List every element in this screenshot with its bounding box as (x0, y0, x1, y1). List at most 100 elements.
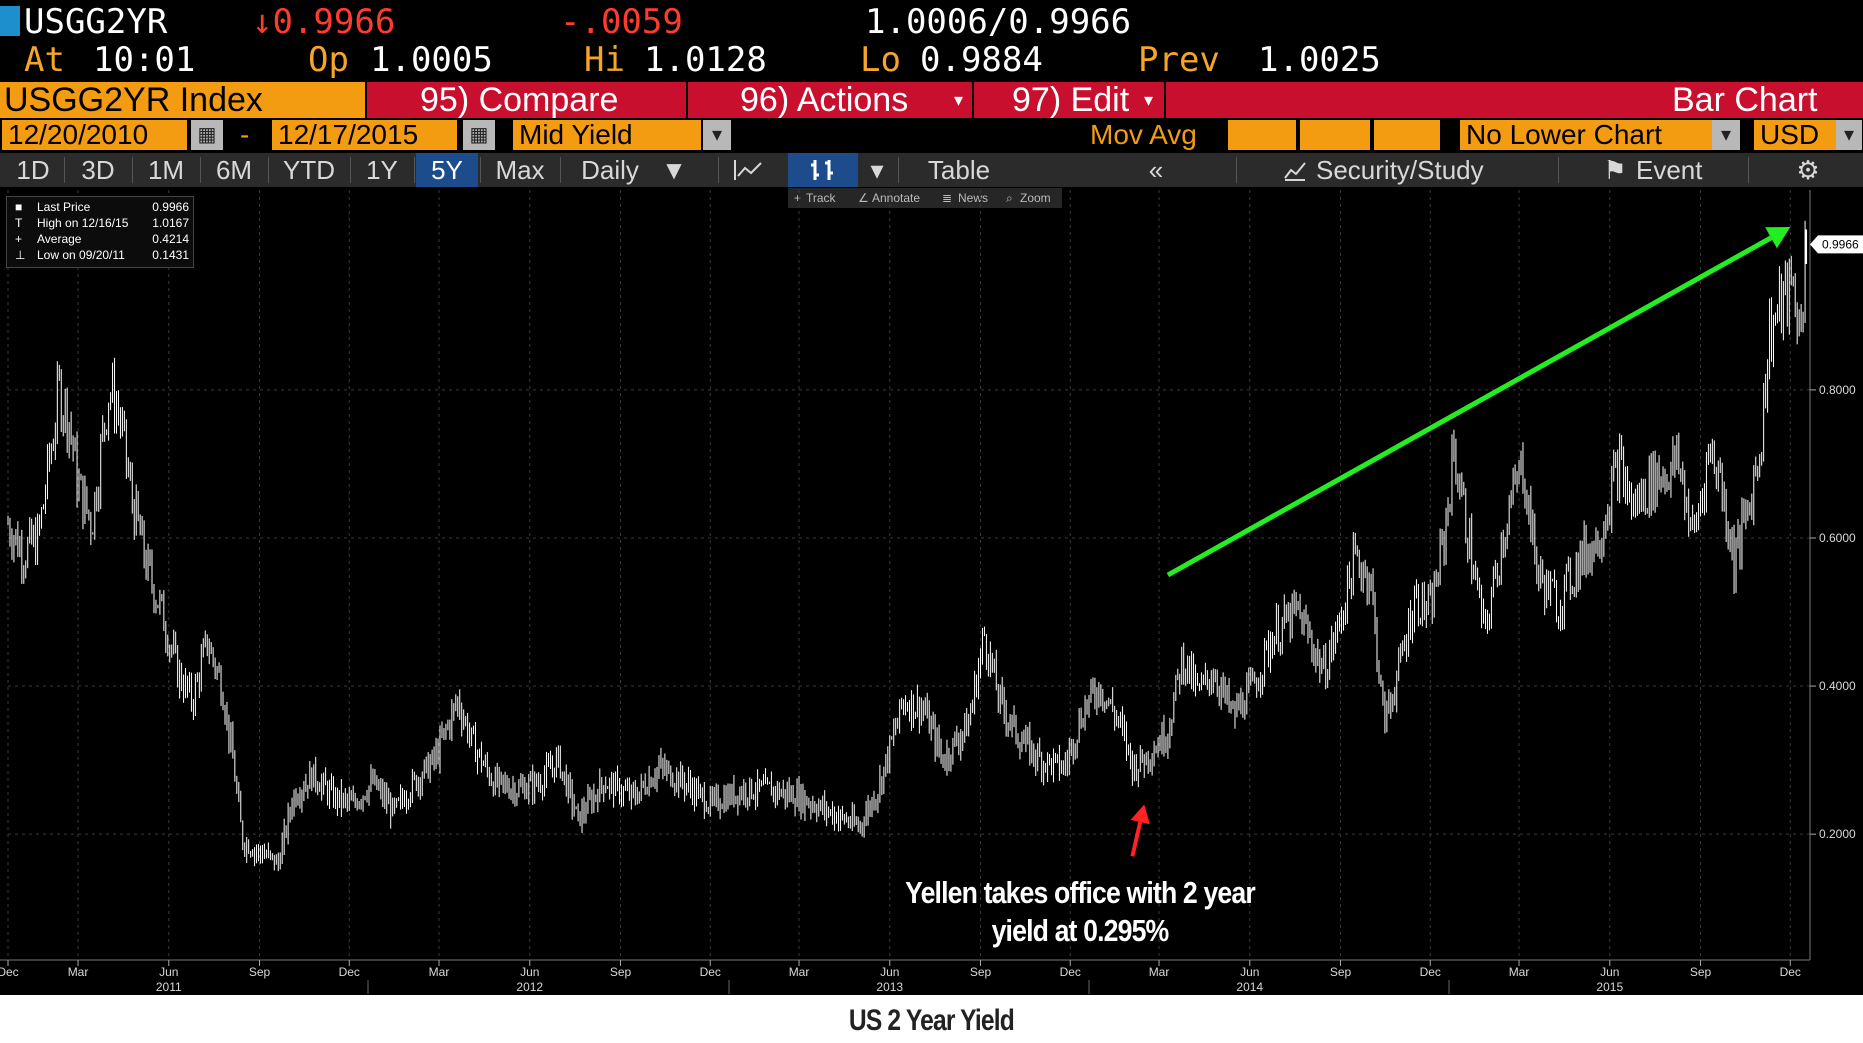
x-tick-label: Dec (0, 965, 19, 979)
low-value: 0.9884 (920, 40, 1043, 80)
frequency-select[interactable]: Daily (581, 155, 639, 185)
period-separator (480, 157, 481, 183)
annotation-line-2: yield at 0.295% (991, 913, 1170, 948)
quote-time: 10:01 (93, 40, 196, 80)
x-tick-label: Sep (610, 965, 632, 979)
x-tick-label: Sep (1330, 965, 1352, 979)
x-tick-label: Dec (339, 965, 360, 979)
study-icon[interactable] (1280, 153, 1310, 187)
price-bars (7, 220, 1808, 872)
actions-dropdown-icon[interactable]: ▾ (954, 90, 964, 110)
bid-ask: 1.0006/0.9966 (865, 2, 1132, 42)
y-tick-label: 0.4000 (1819, 679, 1856, 693)
period-separator (64, 157, 65, 183)
period-separator (200, 157, 201, 183)
start-date-field[interactable]: 12/20/2010 (2, 120, 187, 150)
period-3d[interactable]: 3D (81, 155, 115, 185)
open-value: 1.0005 (370, 40, 493, 80)
track-tool[interactable]: Track (806, 191, 836, 205)
edit-button[interactable]: 97) Edit (1012, 81, 1130, 119)
x-tick-label: Sep (1690, 965, 1712, 979)
x-tick-label: Dec (1060, 965, 1081, 979)
chevron-down-icon[interactable]: ▾ (1712, 120, 1740, 150)
x-tick-label: Jun (520, 965, 539, 979)
period-separator (350, 157, 351, 183)
legend-row: ■ Last Price 0.9966 (13, 199, 189, 215)
currency-select[interactable]: USD (1754, 120, 1836, 150)
mov-avg-input-2[interactable] (1300, 120, 1370, 150)
end-date-field[interactable]: 12/17/2015 (272, 120, 457, 150)
legend-glyph: + (15, 232, 23, 246)
x-tick-label: Jun (159, 965, 178, 979)
magnifier-icon[interactable]: ⌕ (1006, 191, 1013, 205)
flag-icon[interactable]: ⚑ (1603, 155, 1627, 185)
calendar-icon[interactable]: ▦ (191, 120, 223, 150)
x-tick-label: Mar (68, 965, 89, 979)
bar-chart-icon[interactable] (788, 153, 858, 187)
security-name[interactable]: USGG2YR Index (0, 82, 365, 118)
collapse-left-icon[interactable]: « (1148, 155, 1164, 185)
period-6m[interactable]: 6M (215, 155, 253, 185)
period-1y[interactable]: 1Y (366, 155, 398, 185)
news-tool[interactable]: News (958, 191, 989, 205)
pencil-icon[interactable]: ∠ (858, 191, 869, 205)
calendar-icon[interactable]: ▦ (463, 120, 495, 150)
edit-dropdown-icon[interactable]: ▾ (1144, 90, 1154, 110)
quote-header: USGG2YR ↓0.9966 -.0059 1.0006/0.9966 At … (0, 0, 1863, 82)
last-price: ↓0.9966 (252, 2, 396, 42)
chevron-down-icon[interactable]: ▾ (1836, 120, 1862, 150)
terminal-window: USGG2YR ↓0.9966 -.0059 1.0006/0.9966 At … (0, 0, 1863, 995)
mov-avg-input-3[interactable] (1374, 120, 1440, 150)
period-separator (1748, 157, 1749, 183)
chevron-down-icon[interactable]: ▼ (661, 155, 687, 185)
ticker-symbol: USGG2YR (24, 2, 168, 42)
period-ytd[interactable]: YTD (283, 155, 335, 185)
yellen-annotation: Yellen takes office with 2 year yield at… (899, 874, 1260, 950)
security-study-button[interactable]: Security/Study (1316, 155, 1484, 185)
x-tick-label: Sep (970, 965, 992, 979)
line-chart-icon[interactable] (724, 153, 774, 187)
x-tick-label: Sep (249, 965, 271, 979)
chart-tool-strip: + Track ∠ Annotate ≣ News ⌕ Zoom (788, 188, 1062, 208)
period-max[interactable]: Max (495, 155, 545, 185)
x-tick-label: Dec (1420, 965, 1441, 979)
event-button[interactable]: Event (1636, 155, 1703, 185)
year-label: 2014 (1236, 980, 1263, 994)
period-separator (268, 157, 269, 183)
period-separator (898, 157, 899, 183)
year-label: 2013 (876, 980, 903, 994)
legend-value: 1.0167 (152, 216, 189, 230)
crosshair-icon[interactable]: + (794, 191, 802, 205)
chart-legend: ■ Last Price 0.9966 T High on 12/16/15 1… (6, 196, 194, 268)
period-1m[interactable]: 1M (147, 155, 185, 185)
table-button[interactable]: Table (927, 155, 991, 185)
gear-icon[interactable]: ⚙ (1796, 155, 1820, 185)
x-tick-label: Dec (700, 965, 721, 979)
prev-label: Prev (1138, 40, 1220, 80)
actions-button[interactable]: 96) Actions (740, 81, 909, 119)
legend-label: High on 12/16/15 (37, 216, 129, 230)
yield-bar-chart: 0.2000 0.4000 0.6000 0.8000 Dec Mar Jun Sep Dec M… (0, 190, 1863, 994)
mov-avg-input-1[interactable] (1228, 120, 1296, 150)
x-tick-label: Jun (1240, 965, 1259, 979)
field-select[interactable]: Mid Yield (513, 120, 701, 150)
zoom-tool[interactable]: Zoom (1020, 191, 1051, 205)
low-label: Lo (860, 40, 901, 80)
legend-glyph: ⊥ (15, 248, 26, 262)
x-tick-label: Mar (789, 965, 810, 979)
annotate-tool[interactable]: Annotate (872, 191, 921, 205)
y-tick-label: 0.8000 (1819, 383, 1856, 397)
period-separator (1558, 157, 1559, 183)
legend-value: 0.1431 (152, 248, 189, 262)
period-5y[interactable]: 5Y (416, 153, 478, 187)
trend-arrow-shaft (1166, 235, 1773, 578)
chevron-down-icon[interactable]: ▾ (703, 120, 731, 150)
news-icon[interactable]: ≣ (942, 191, 953, 205)
lower-chart-select[interactable]: No Lower Chart (1460, 120, 1738, 150)
period-1d[interactable]: 1D (16, 155, 50, 185)
compare-button[interactable]: 95) Compare (420, 81, 619, 119)
yellen-arrow-shaft (1130, 821, 1143, 857)
chevron-down-icon[interactable]: ▾ (870, 155, 884, 185)
x-tick-label: Dec (1780, 965, 1801, 979)
